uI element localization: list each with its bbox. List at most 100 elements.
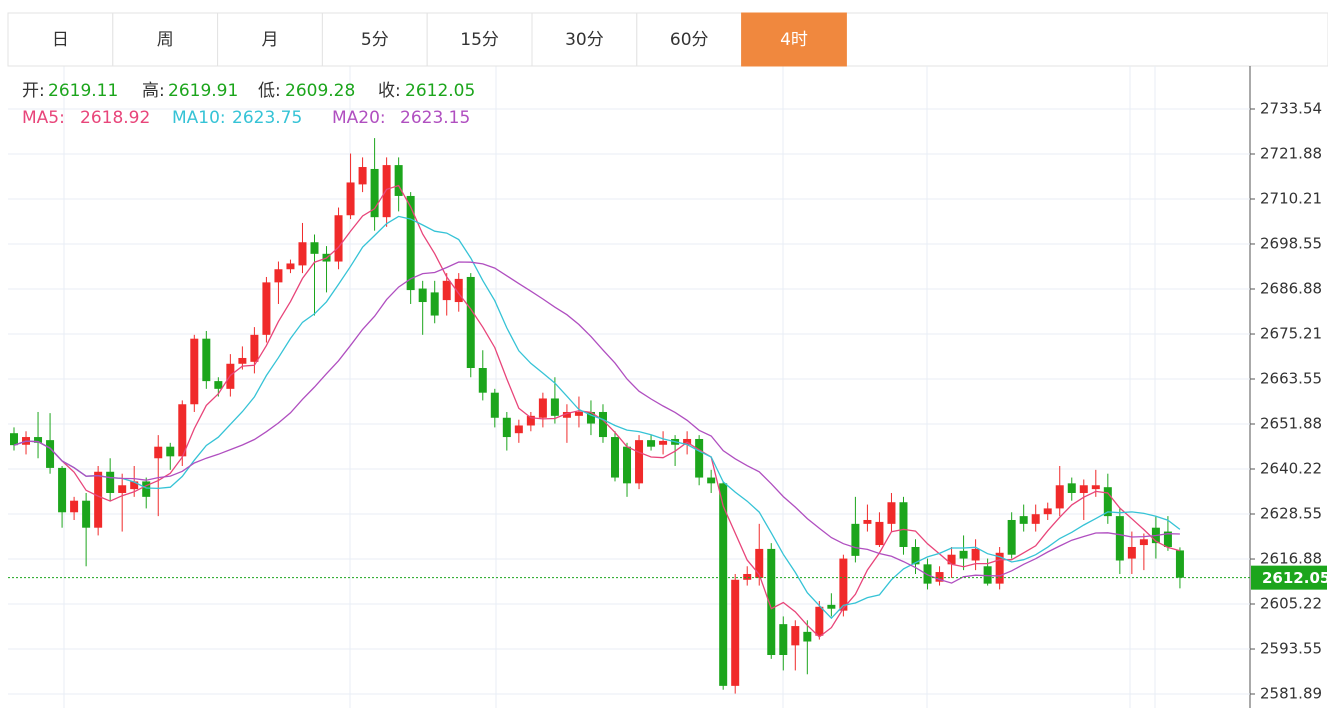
candle-body bbox=[791, 626, 800, 646]
candle-body bbox=[574, 411, 583, 416]
candle-body bbox=[82, 500, 91, 528]
ma-line bbox=[13, 184, 1181, 638]
tab[interactable] bbox=[426, 12, 533, 67]
ma-line bbox=[13, 261, 1180, 584]
candle-body bbox=[935, 572, 944, 582]
candle-body bbox=[46, 440, 55, 468]
candle-body bbox=[815, 606, 824, 636]
candle-body bbox=[839, 558, 848, 611]
candle-body bbox=[166, 446, 175, 457]
y-tick-label: 2698.55 bbox=[1260, 234, 1322, 252]
candle-body bbox=[34, 437, 43, 443]
candle-body bbox=[130, 481, 139, 490]
y-tick-label: 2710.21 bbox=[1260, 190, 1322, 208]
candle-body bbox=[466, 276, 475, 369]
ohlc-label: 低: bbox=[258, 81, 281, 101]
ma-label: MA20: bbox=[332, 108, 386, 128]
candle-body bbox=[1163, 531, 1172, 547]
candle-body bbox=[514, 425, 523, 434]
y-tick-label: 2675.21 bbox=[1260, 325, 1322, 343]
candle-body bbox=[779, 624, 788, 655]
ma-line bbox=[13, 215, 1181, 620]
candle-body bbox=[478, 368, 487, 393]
candle-body bbox=[94, 471, 103, 528]
ohlc-label: 开: bbox=[22, 81, 45, 101]
tab[interactable] bbox=[321, 12, 428, 67]
tab[interactable] bbox=[112, 12, 219, 67]
candle-body bbox=[767, 548, 776, 655]
candle-body bbox=[1115, 516, 1124, 561]
tab-label[interactable]: 15分 bbox=[460, 30, 499, 50]
y-tick-label: 2651.88 bbox=[1260, 415, 1322, 433]
candle-body bbox=[707, 477, 716, 484]
tab-label[interactable]: 30分 bbox=[565, 30, 604, 50]
tab-label[interactable]: 周 bbox=[157, 30, 174, 50]
ohlc-value: 2619.11 bbox=[48, 81, 118, 101]
tab[interactable] bbox=[7, 12, 114, 67]
candle-body bbox=[598, 411, 607, 438]
candle-body bbox=[947, 554, 956, 565]
candle-body bbox=[923, 564, 932, 584]
tab-label[interactable]: 月 bbox=[262, 30, 279, 50]
candle-body bbox=[1031, 514, 1040, 524]
candle-body bbox=[58, 467, 67, 513]
ma-value: 2623.15 bbox=[400, 108, 470, 128]
candle-body bbox=[406, 195, 415, 291]
tab[interactable] bbox=[217, 12, 323, 67]
candle-body bbox=[731, 579, 740, 686]
candle-body bbox=[274, 269, 283, 283]
tab[interactable] bbox=[636, 12, 743, 67]
y-tick-label: 2663.55 bbox=[1260, 369, 1322, 387]
ohlc-label: 高: bbox=[142, 81, 165, 101]
candle-body bbox=[190, 338, 199, 405]
candle-body bbox=[635, 440, 644, 484]
candle-body bbox=[899, 502, 908, 547]
candle-body bbox=[1103, 487, 1112, 517]
y-tick-label: 2721.88 bbox=[1260, 144, 1322, 162]
y-tick-label: 2581.89 bbox=[1260, 684, 1322, 702]
tab-label[interactable]: 4时 bbox=[780, 30, 808, 50]
ohlc-value: 2612.05 bbox=[405, 81, 475, 101]
candle-body bbox=[346, 182, 355, 216]
candle-body bbox=[863, 519, 872, 524]
ma-label: MA5: bbox=[22, 108, 65, 128]
candle-body bbox=[382, 165, 391, 218]
candle-body bbox=[10, 433, 18, 446]
candle-body bbox=[887, 502, 896, 524]
tab-label[interactable]: 60分 bbox=[670, 30, 709, 50]
candle-body bbox=[526, 415, 535, 426]
candle-body bbox=[995, 552, 1004, 584]
candle-body bbox=[238, 357, 247, 364]
candle-body bbox=[623, 446, 632, 484]
ohlc-value: 2609.28 bbox=[285, 81, 355, 101]
last-price-box bbox=[1251, 565, 1327, 590]
candle-body bbox=[1175, 550, 1184, 578]
y-tick-label: 2616.88 bbox=[1260, 550, 1322, 568]
candle-body bbox=[1055, 485, 1064, 509]
y-tick-label: 2640.22 bbox=[1260, 459, 1322, 477]
tab-label[interactable]: 5分 bbox=[361, 30, 389, 50]
y-tick-label: 2593.55 bbox=[1260, 640, 1322, 658]
candle-body bbox=[1067, 483, 1076, 493]
ma-value: 2623.75 bbox=[232, 108, 302, 128]
candle-body bbox=[286, 263, 295, 270]
tab-label[interactable]: 日 bbox=[52, 30, 69, 50]
candle-body bbox=[647, 440, 656, 447]
candle-body bbox=[695, 438, 704, 478]
candle-body bbox=[142, 481, 151, 497]
candle-body bbox=[118, 485, 127, 493]
candle-body bbox=[250, 334, 259, 362]
candle-body bbox=[851, 523, 860, 556]
candle-body bbox=[298, 242, 307, 266]
candle-body bbox=[1139, 539, 1148, 546]
ma-label: MA10: bbox=[172, 108, 226, 128]
time-grid bbox=[63, 66, 1156, 708]
candle-body bbox=[1043, 508, 1052, 515]
candle-body bbox=[719, 483, 728, 686]
tab[interactable] bbox=[741, 12, 847, 67]
candle-body bbox=[502, 417, 511, 438]
candle-body bbox=[586, 411, 595, 424]
tab[interactable] bbox=[531, 12, 638, 67]
ma-value: 2618.92 bbox=[80, 108, 150, 128]
